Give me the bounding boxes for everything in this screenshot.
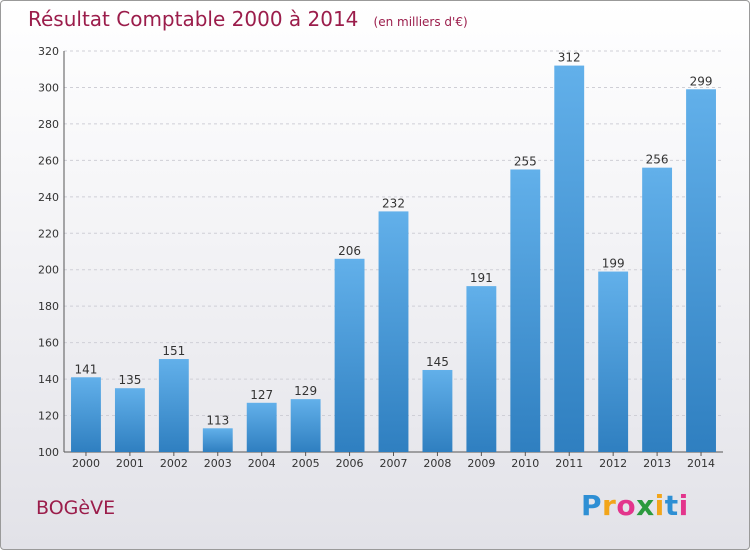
y-tick-labels: 100 120 140 160 180 200 220 240 260 280 300 320 (38, 45, 59, 459)
bar (422, 369, 453, 452)
data-label: 256 (646, 153, 669, 167)
data-label: 199 (602, 257, 625, 271)
logo-letter: o (616, 489, 637, 522)
data-label: 312 (558, 51, 581, 65)
y-tick-label: 160 (38, 337, 59, 350)
x-tick-label: 2005 (292, 457, 320, 470)
data-label: 129 (294, 384, 317, 398)
bar (378, 211, 409, 452)
x-tick-label: 2000 (72, 457, 100, 470)
commune-name: BOGèVE (36, 497, 116, 519)
x-tick-label: 2012 (599, 457, 627, 470)
bar (202, 428, 233, 452)
y-tick-label: 220 (38, 227, 59, 240)
data-label: 135 (118, 373, 141, 387)
bar (466, 286, 497, 452)
bar (686, 89, 716, 452)
data-label: 232 (382, 196, 405, 210)
chart-title-block: Résultat Comptable 2000 à 2014 (en milli… (28, 7, 468, 31)
bar (158, 359, 189, 452)
proxiti-logo: Proxiti (581, 489, 689, 522)
data-label: 141 (75, 362, 98, 376)
data-label: 206 (338, 244, 361, 258)
data-label: 255 (514, 154, 537, 168)
x-tick-label: 2002 (160, 457, 188, 470)
bar (554, 65, 585, 452)
x-tick-label: 2001 (116, 457, 144, 470)
bar (71, 377, 101, 452)
x-tick-labels: 2000 2001 2002 2003 2004 2005 2006 2007 2008 2009… (72, 457, 715, 470)
data-label: 113 (206, 413, 229, 427)
y-tick-label: 180 (38, 300, 59, 313)
bar (642, 167, 673, 452)
y-tick-label: 120 (38, 410, 59, 423)
data-label: 299 (690, 74, 713, 88)
bar (510, 169, 541, 452)
x-tick-label: 2007 (380, 457, 408, 470)
x-tick-label: 2003 (204, 457, 232, 470)
y-tick-label: 320 (38, 45, 59, 58)
data-labels: 141 135 151 113 127 129 206 232 145 191 255 312 199 2… (75, 51, 713, 428)
bar (246, 402, 277, 452)
y-tick-label: 280 (38, 118, 59, 131)
x-tick-label: 2011 (555, 457, 583, 470)
x-tick-label: 2010 (511, 457, 539, 470)
data-label: 145 (426, 355, 449, 369)
y-tick-label: 140 (38, 373, 59, 386)
chart-title: Résultat Comptable 2000 à 2014 (28, 7, 359, 31)
bar (114, 388, 145, 452)
chart-unit: (en milliers d'€) (373, 15, 468, 29)
logo-letter: P (581, 489, 603, 522)
logo-letter: x (636, 489, 655, 522)
x-tick-label: 2008 (423, 457, 451, 470)
y-tick-label: 200 (38, 264, 59, 277)
data-label: 191 (470, 271, 493, 285)
bar (334, 258, 365, 452)
x-tick-label: 2014 (687, 457, 715, 470)
logo-letter: i (678, 489, 689, 522)
y-tick-label: 240 (38, 191, 59, 204)
bar (290, 399, 321, 452)
bars (71, 65, 716, 452)
x-tick-label: 2006 (336, 457, 364, 470)
x-tick-label: 2013 (643, 457, 671, 470)
logo-letter: t (664, 489, 679, 522)
logo-letter: r (602, 489, 617, 522)
bar (598, 271, 629, 452)
y-tick-label: 100 (38, 446, 59, 459)
x-tick-label: 2009 (467, 457, 495, 470)
y-tick-label: 300 (38, 81, 59, 94)
x-tick-label: 2004 (248, 457, 276, 470)
data-label: 151 (162, 344, 185, 358)
y-tick-label: 260 (38, 154, 59, 167)
logo-letter: i (654, 489, 665, 522)
data-label: 127 (250, 388, 273, 402)
